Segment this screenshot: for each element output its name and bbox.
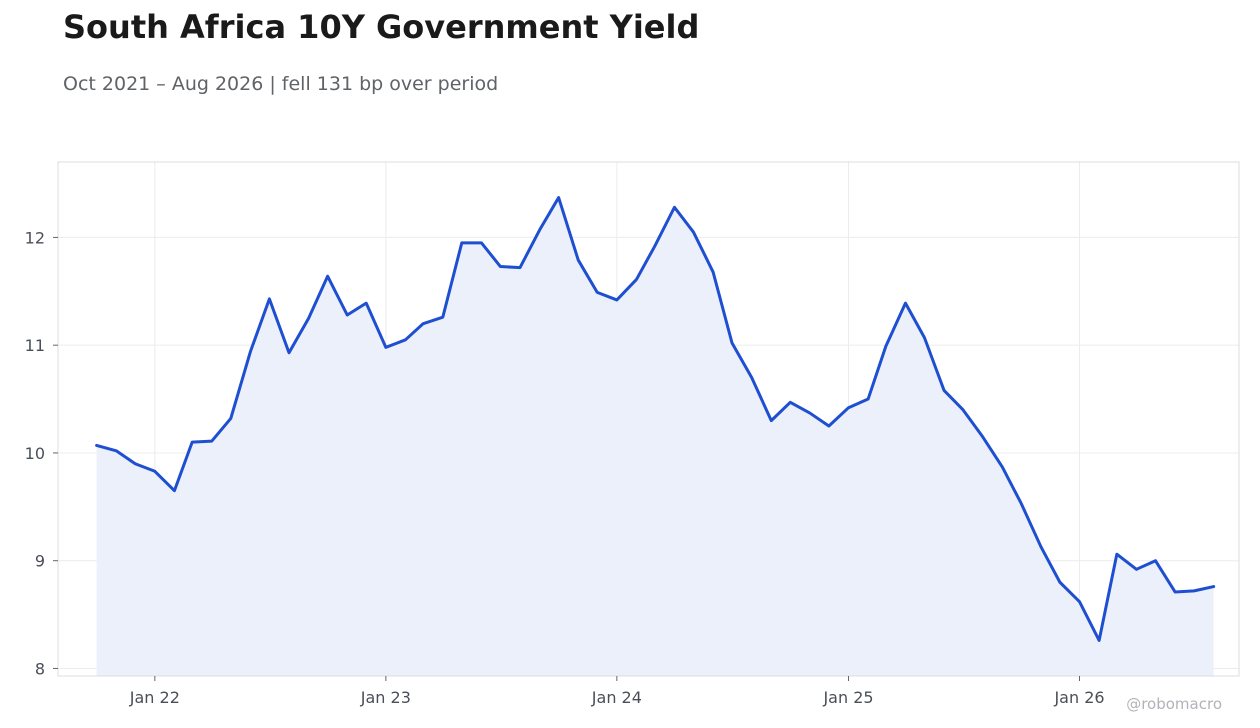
y-tick-label: 12 — [25, 228, 45, 247]
x-tick-label: Jan 25 — [822, 688, 873, 707]
x-tick-label: Jan 24 — [591, 688, 642, 707]
chart-subtitle: Oct 2021 – Aug 2026 | fell 131 bp over p… — [63, 73, 499, 95]
x-tick-label: Jan 26 — [1053, 688, 1104, 707]
x-tick-label: Jan 22 — [129, 688, 180, 707]
series-area — [96, 197, 1214, 676]
series-line — [95, 196, 1216, 642]
y-tick-label: 10 — [25, 444, 45, 463]
y-tick-label: 11 — [25, 336, 45, 355]
x-tick-label: Jan 23 — [360, 688, 411, 707]
y-tick-label: 9 — [35, 552, 45, 571]
chart-title: South Africa 10Y Government Yield — [63, 8, 700, 46]
y-tick-label: 8 — [35, 659, 45, 678]
watermark: @robomacro — [1126, 695, 1222, 713]
plot-frame — [57, 161, 1240, 677]
